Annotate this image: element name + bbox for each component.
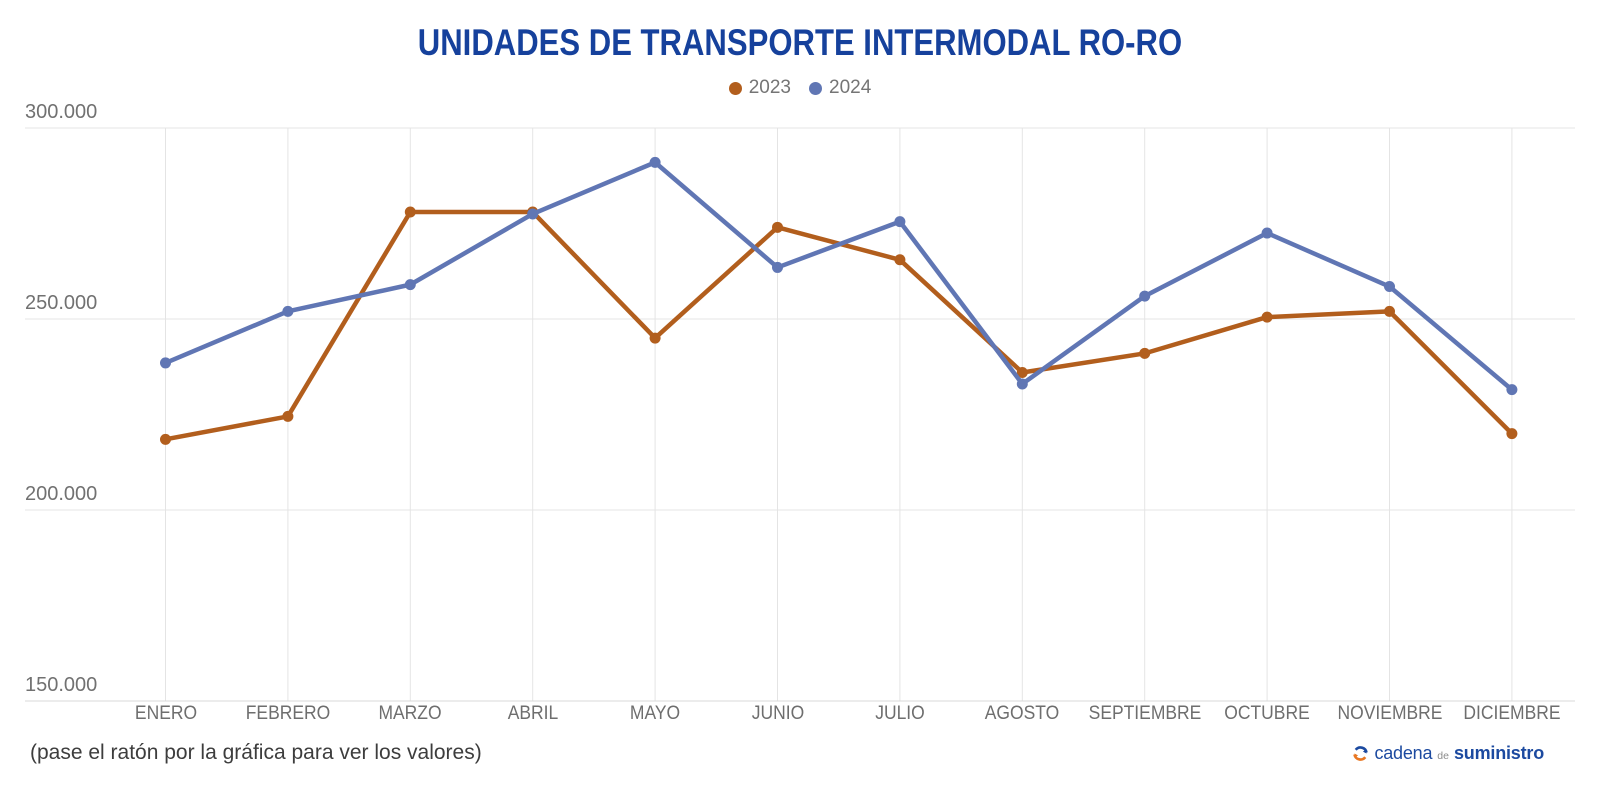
data-point-2023-JULIO[interactable] — [894, 254, 906, 266]
legend-label-2023: 2023 — [748, 77, 791, 98]
data-point-2023-NOVIEMBRE[interactable] — [1384, 305, 1395, 317]
x-tick-label-agosto: AGOSTO — [985, 703, 1060, 724]
data-point-2024-ABRIL[interactable] — [527, 208, 539, 220]
legend-item-2024[interactable]: 2024 — [809, 77, 871, 99]
page-title: UNIDADES DE TRANSPORTE INTERMODAL RO-RO — [0, 22, 1600, 64]
chart-legend: 2023 2024 — [0, 77, 1600, 99]
data-point-2024-NOVIEMBRE[interactable] — [1384, 281, 1395, 293]
legend-dot-2023-icon — [728, 81, 742, 95]
x-tick-label-marzo: MARZO — [378, 703, 442, 724]
x-tick-label-enero: ENERO — [134, 703, 197, 724]
data-point-2023-DICIEMBRE[interactable] — [1506, 428, 1518, 440]
data-point-2023-MAYO[interactable] — [649, 332, 661, 344]
y-tick-label: 150.000 — [25, 674, 98, 696]
x-tick-label-diciembre: DICIEMBRE — [1463, 703, 1561, 724]
data-point-2023-ENERO[interactable] — [160, 433, 171, 445]
x-tick-label-abril: ABRIL — [507, 703, 558, 724]
x-tick-label-julio: JULIO — [875, 703, 925, 724]
x-tick-label-mayo: MAYO — [630, 703, 681, 724]
data-point-2024-ENERO[interactable] — [160, 357, 171, 369]
brand-text-suministro: suministro — [1453, 743, 1544, 763]
legend-item-2023[interactable]: 2023 — [728, 77, 791, 99]
data-point-2024-JUNIO[interactable] — [772, 261, 783, 273]
data-point-2023-AGOSTO[interactable] — [1016, 366, 1028, 378]
data-point-2024-AGOSTO[interactable] — [1016, 378, 1028, 390]
x-tick-label-septiembre: SEPTIEMBRE — [1088, 703, 1202, 724]
data-point-2023-FEBRERO[interactable] — [282, 410, 294, 422]
legend-label-2024: 2024 — [829, 77, 872, 98]
legend-dot-2024-icon — [809, 81, 822, 95]
data-point-2023-MARZO[interactable] — [404, 206, 416, 218]
data-point-2024-MAYO[interactable] — [649, 156, 661, 168]
x-tick-label-junio: JUNIO — [751, 703, 804, 724]
circular-arrows-icon — [1353, 746, 1369, 761]
y-tick-label: 300.000 — [25, 101, 98, 123]
x-tick-label-noviembre: NOVIEMBRE — [1337, 703, 1442, 724]
data-point-2023-SEPTIEMBRE[interactable] — [1139, 347, 1151, 359]
y-tick-label: 200.000 — [25, 483, 98, 505]
data-point-2024-SEPTIEMBRE[interactable] — [1139, 290, 1151, 302]
x-tick-label-febrero: FEBRERO — [245, 703, 331, 724]
series-line-2024[interactable] — [163, 160, 1515, 392]
data-point-2023-JUNIO[interactable] — [772, 221, 783, 233]
data-point-2023-OCTUBRE[interactable] — [1261, 311, 1273, 323]
data-point-2024-FEBRERO[interactable] — [282, 305, 294, 317]
y-tick-label: 250.000 — [25, 292, 98, 314]
data-point-2024-MARZO[interactable] — [404, 279, 416, 291]
data-point-2024-JULIO[interactable] — [894, 216, 906, 228]
brand-text-de: de — [1437, 750, 1449, 762]
brand-logo[interactable]: cadena de suministro — [1352, 743, 1544, 764]
x-tick-label-octubre: OCTUBRE — [1224, 703, 1310, 724]
page-title-text: UNIDADES DE TRANSPORTE INTERMODAL RO-RO — [417, 22, 1183, 63]
data-point-2024-DICIEMBRE[interactable] — [1506, 384, 1518, 396]
hover-hint-text: (pase el ratón por la gráfica para ver l… — [30, 741, 482, 764]
brand-text-cadena: cadena — [1374, 743, 1433, 763]
data-point-2024-OCTUBRE[interactable] — [1261, 227, 1273, 239]
